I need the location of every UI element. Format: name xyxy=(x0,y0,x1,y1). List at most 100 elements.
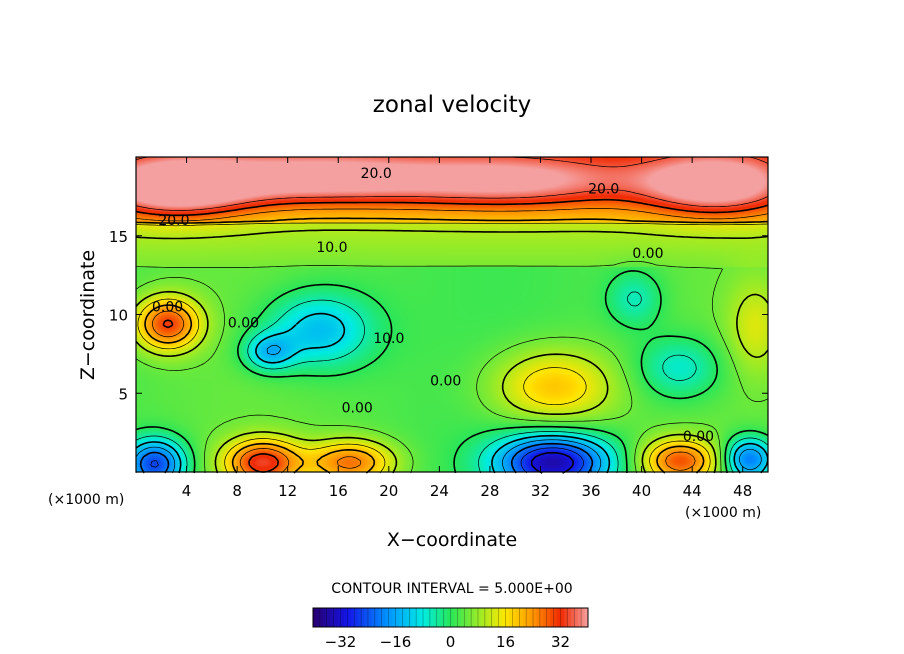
colorbar-swatch xyxy=(361,608,366,627)
colorbar-swatch xyxy=(533,608,537,627)
colorbar-swatch xyxy=(453,608,458,627)
x-tick-label: 44 xyxy=(683,482,702,500)
colorbar-swatch xyxy=(474,608,479,627)
colorbar-swatch xyxy=(395,608,400,627)
colorbar-swatch xyxy=(374,608,379,627)
colorbar-swatch xyxy=(526,608,531,627)
colorbar-swatch xyxy=(515,608,520,627)
contour-line xyxy=(135,222,769,474)
colorbar-swatch xyxy=(512,608,517,627)
colorbar-swatch xyxy=(457,608,462,627)
colorbar-swatch xyxy=(426,608,431,627)
y-tick-label: 5 xyxy=(118,385,128,403)
contour-label: 20.0 xyxy=(361,166,392,182)
x-tick-label: 28 xyxy=(480,482,499,500)
colorbar-swatch xyxy=(570,608,575,627)
colorbar-swatch xyxy=(491,608,496,627)
colorbar-swatch xyxy=(313,608,317,627)
colorbar-swatch xyxy=(574,608,579,627)
colorbar-swatch xyxy=(443,608,448,627)
colorbar-swatch xyxy=(392,608,396,627)
colorbar-swatch xyxy=(371,608,376,627)
colorbar-swatch xyxy=(529,608,534,627)
contour-label: 0.00 xyxy=(152,300,183,316)
colorbar-swatch xyxy=(581,608,586,627)
colorbar-swatch xyxy=(577,608,582,627)
colorbar-swatch xyxy=(539,608,544,627)
x-unit-left: (×1000 m) xyxy=(48,492,124,508)
colorbar-swatch xyxy=(464,608,469,627)
colorbar-swatch xyxy=(323,608,328,627)
colorbar-swatch xyxy=(557,608,561,627)
x-unit-right: (×1000 m) xyxy=(685,505,761,521)
colorbar-swatch xyxy=(519,608,524,627)
contour-line xyxy=(135,156,769,211)
contour-label: 0.00 xyxy=(342,400,373,416)
x-tick-label: 24 xyxy=(430,482,449,500)
x-tick-label: 32 xyxy=(531,482,550,500)
colorbar-tick-label: −32 xyxy=(325,633,357,651)
colorbar-swatch xyxy=(412,608,417,627)
colorbar-swatch xyxy=(584,608,589,627)
colorbar-swatch xyxy=(405,608,410,627)
contour-label: 20.0 xyxy=(158,213,189,229)
colorbar-swatch xyxy=(467,608,472,627)
colorbar-swatch xyxy=(357,608,362,627)
colorbar-swatch xyxy=(429,608,434,627)
colorbar-swatch xyxy=(460,608,465,627)
colorbar-swatch xyxy=(522,608,527,627)
colorbar-swatch xyxy=(350,608,355,627)
colorbar-swatch xyxy=(378,608,383,627)
x-tick-label: 40 xyxy=(632,482,651,500)
colorbar-swatch xyxy=(354,608,359,627)
colorbar-swatch xyxy=(340,608,345,627)
contour-line xyxy=(150,447,584,474)
contour-line xyxy=(135,312,769,474)
colorbar-swatch xyxy=(567,608,572,627)
colorbar-swatch xyxy=(536,608,541,627)
colorbar-swatch xyxy=(553,608,558,627)
x-tick-label: 16 xyxy=(329,482,348,500)
colorbar-tick-label: 32 xyxy=(551,633,570,651)
contour-line xyxy=(135,260,769,474)
colorbar-swatch xyxy=(337,608,341,627)
colorbar-swatch xyxy=(343,608,348,627)
contour-line xyxy=(135,208,769,474)
colorbar-swatch xyxy=(416,608,421,627)
x-tick-label: 12 xyxy=(278,482,297,500)
contour-label: 0.00 xyxy=(430,374,461,390)
contour-label: 20.0 xyxy=(588,182,619,198)
contour-line xyxy=(135,217,769,474)
contour-interval-label: CONTOUR INTERVAL = 5.000E+00 xyxy=(331,581,572,597)
x-tick-label: 20 xyxy=(379,482,398,500)
colorbar-tick-label: −16 xyxy=(380,633,412,651)
colorbar-swatch xyxy=(409,608,414,627)
colorbar-swatch xyxy=(481,608,486,627)
y-tick-label: 15 xyxy=(109,228,128,246)
y-tick-label: 10 xyxy=(109,307,128,325)
colorbar-swatch xyxy=(436,608,441,627)
colorbar-swatch xyxy=(505,608,510,627)
contour-line xyxy=(135,344,762,474)
contour-line xyxy=(135,291,769,474)
colorbar-swatch xyxy=(398,608,403,627)
colorbar-swatch xyxy=(433,608,438,627)
colorbar-swatch xyxy=(388,608,393,627)
contour-label: 0.00 xyxy=(683,429,714,445)
colorbar: −32 −16 0 16 32 xyxy=(312,607,589,651)
contour-label: 0.00 xyxy=(632,246,663,262)
colorbar-swatch xyxy=(550,608,555,627)
contour-line xyxy=(135,198,769,473)
colorbar-swatch xyxy=(563,608,568,627)
x-tick-label: 36 xyxy=(581,482,600,500)
contour-label: 10.0 xyxy=(373,331,404,347)
colorbar-swatch xyxy=(450,608,455,627)
colorbar-swatch xyxy=(333,608,338,627)
colorbar-swatch xyxy=(502,608,506,627)
colorbar-swatch xyxy=(423,608,427,627)
colorbar-swatch xyxy=(419,608,424,627)
contour-line xyxy=(135,270,769,474)
colorbar-swatch xyxy=(319,608,324,627)
colorbar-swatch xyxy=(347,608,352,627)
